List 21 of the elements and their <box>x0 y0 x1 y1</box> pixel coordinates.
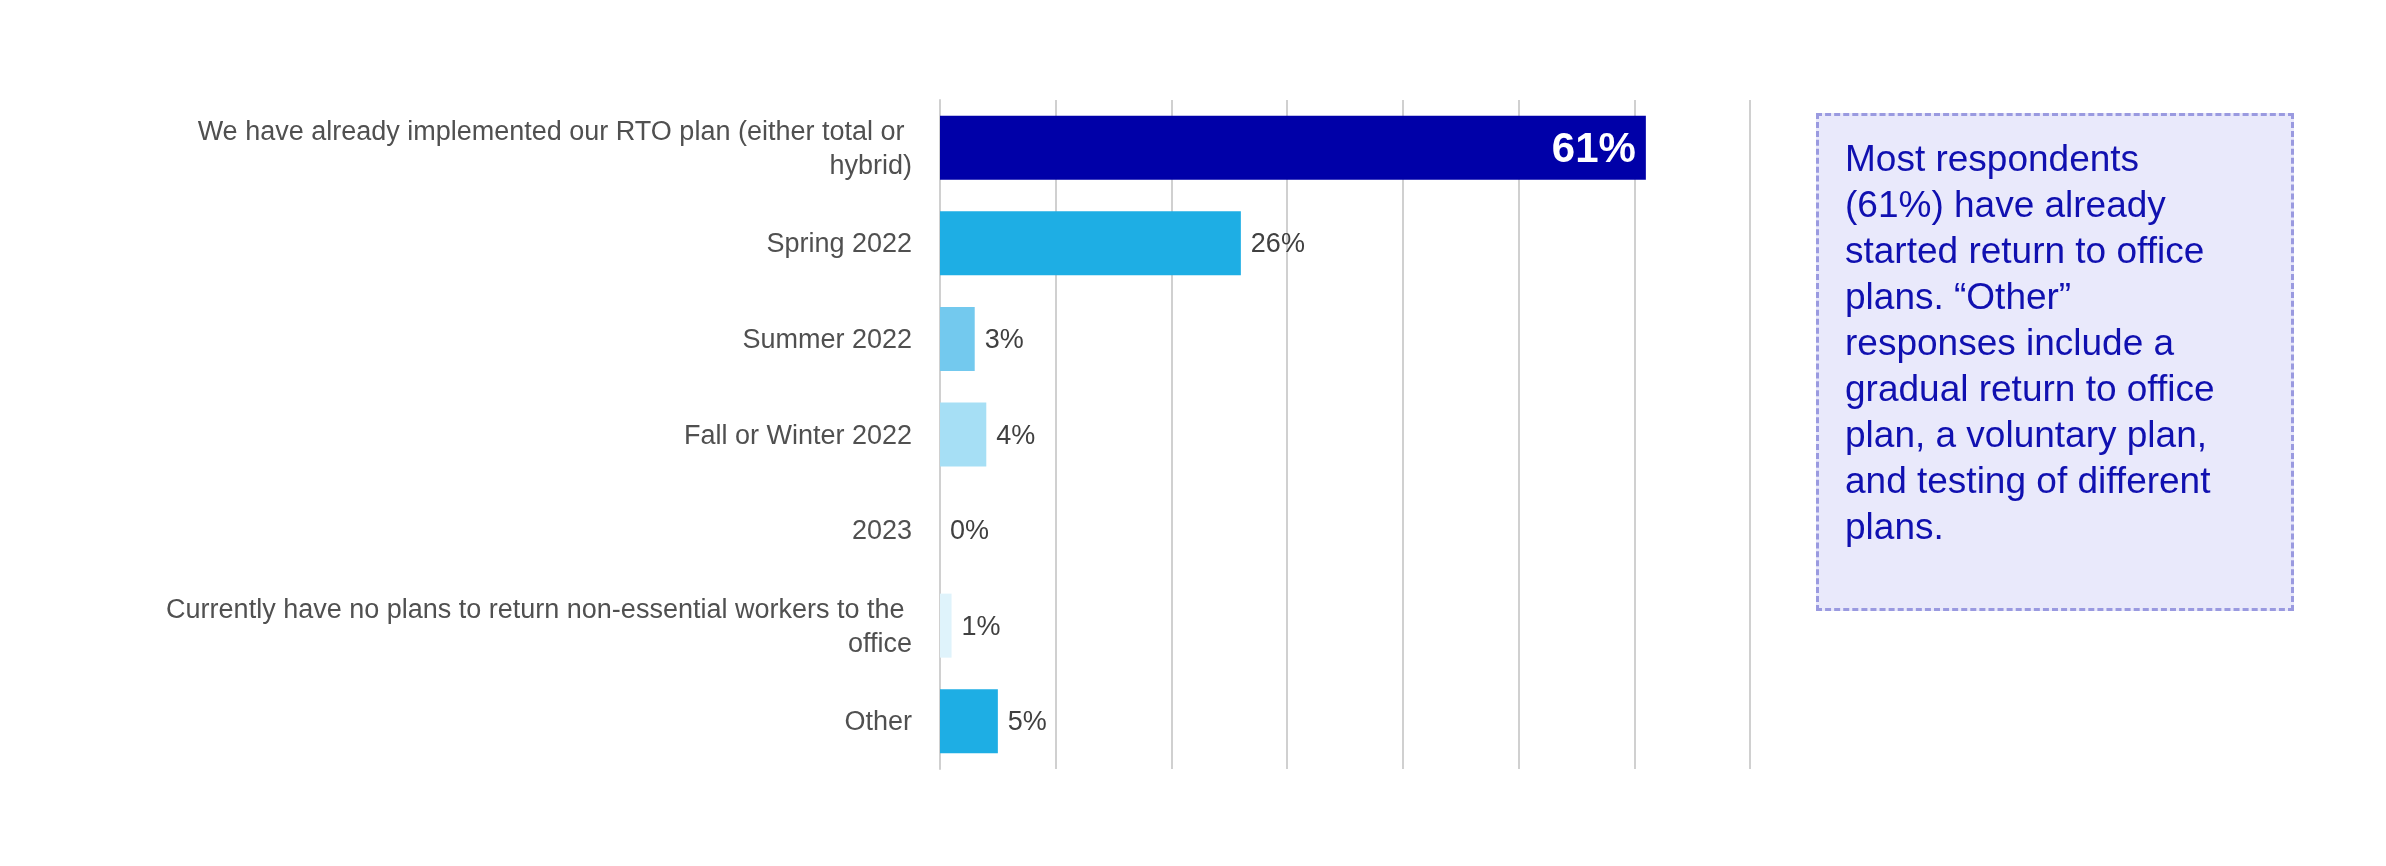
bar <box>940 593 952 658</box>
bar <box>940 306 975 371</box>
data-label: 0% <box>950 515 990 546</box>
y-tick-label: Currently have no plans to return non-essential workers to the office <box>166 593 912 658</box>
y-tick-label: Spring 2022 <box>766 228 912 259</box>
bar <box>940 689 998 754</box>
data-label: 26% <box>1250 228 1305 259</box>
y-tick-label: Summer 2022 <box>742 323 912 354</box>
data-label: 5% <box>1007 706 1047 737</box>
y-tick-label: Fall or Winter 2022 <box>683 419 912 450</box>
text: Most respondents (61%) have already started return to office plans. “Other” responses include a gradual return to office plan, a voluntary plan, and testing of different plans. <box>1845 138 2215 547</box>
bar <box>940 211 1241 276</box>
data-label: 4% <box>996 419 1036 450</box>
data-label: 61% <box>1551 124 1636 172</box>
y-tick-label: We have already implemented our RTO plan (either total or hybrid) <box>197 115 912 180</box>
y-tick-label: 2023 <box>851 515 912 546</box>
bar <box>940 115 1646 180</box>
y-tick-label: Other <box>844 706 912 737</box>
data-label: 1% <box>961 610 1001 641</box>
bar <box>940 402 987 467</box>
data-label: 3% <box>984 323 1024 354</box>
